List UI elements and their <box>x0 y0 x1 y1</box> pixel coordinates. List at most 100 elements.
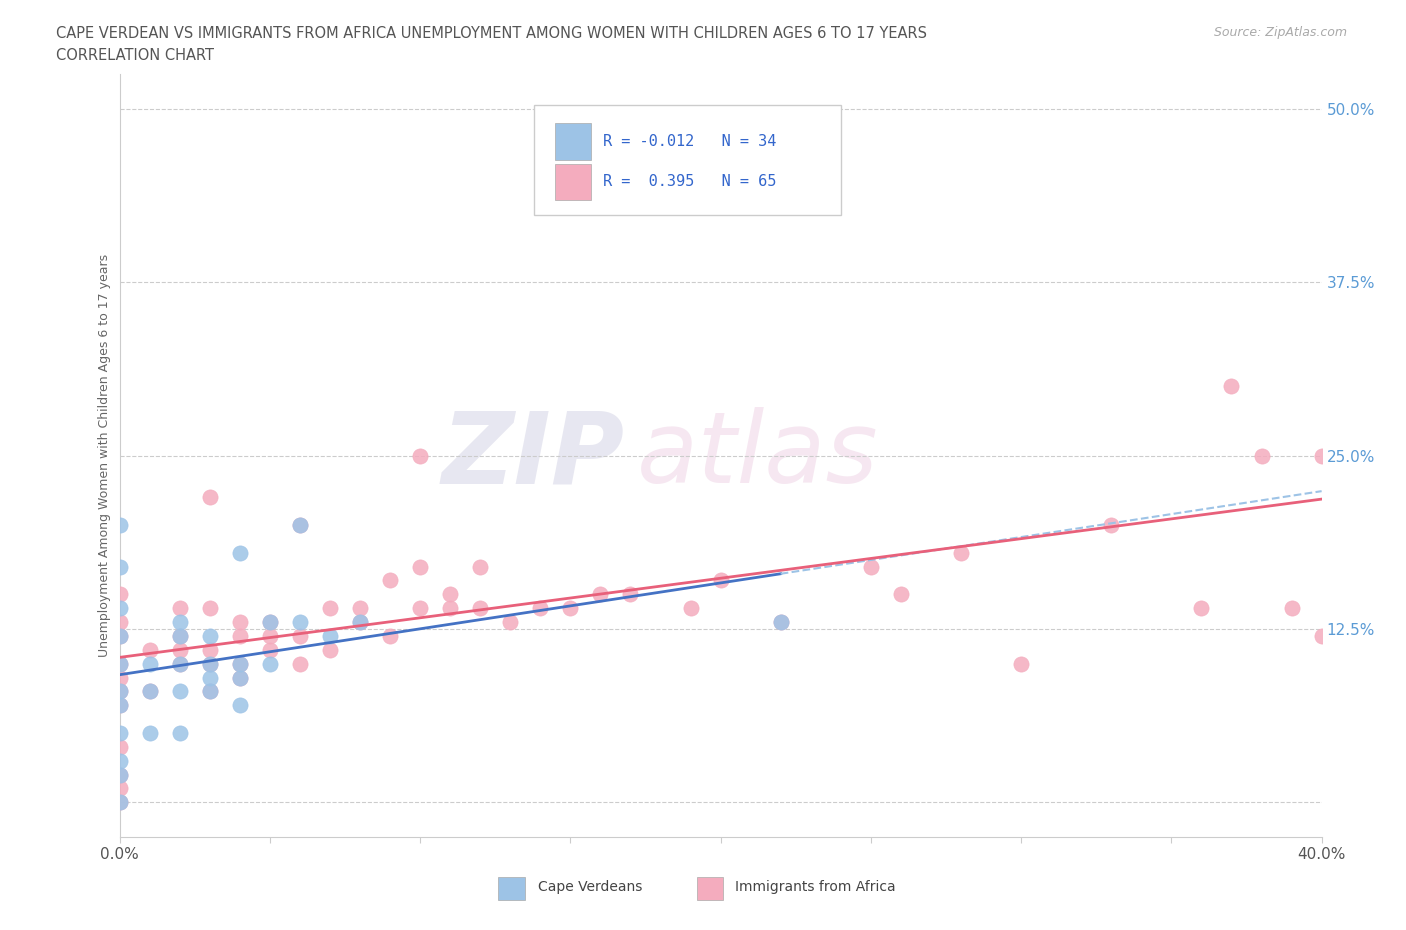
Point <box>198 684 221 698</box>
Point <box>319 601 342 616</box>
Point <box>468 601 492 616</box>
Point <box>108 698 131 712</box>
Point <box>169 643 191 658</box>
Point <box>349 615 371 630</box>
Point <box>1250 448 1272 463</box>
Point <box>468 559 492 574</box>
Point <box>499 615 522 630</box>
Point <box>108 725 131 740</box>
Point <box>108 739 131 754</box>
Point <box>409 559 432 574</box>
Text: R = -0.012   N = 34: R = -0.012 N = 34 <box>603 134 776 149</box>
Point <box>108 587 131 602</box>
Text: Cape Verdeans: Cape Verdeans <box>538 880 643 894</box>
Point <box>709 573 731 588</box>
Point <box>228 698 252 712</box>
Point <box>769 615 792 630</box>
Point <box>138 684 160 698</box>
Point <box>169 725 191 740</box>
Text: R =  0.395   N = 65: R = 0.395 N = 65 <box>603 174 776 189</box>
Point <box>169 657 191 671</box>
Point <box>349 601 371 616</box>
Y-axis label: Unemployment Among Women with Children Ages 6 to 17 years: Unemployment Among Women with Children A… <box>98 254 111 658</box>
Point <box>859 559 882 574</box>
Point <box>288 518 311 533</box>
Point <box>198 601 221 616</box>
FancyBboxPatch shape <box>555 164 591 200</box>
Point <box>409 448 432 463</box>
Point <box>259 615 281 630</box>
Text: atlas: atlas <box>637 407 879 504</box>
Point <box>169 629 191 644</box>
Point <box>589 587 612 602</box>
Point <box>108 684 131 698</box>
Point <box>619 587 641 602</box>
Point <box>439 601 461 616</box>
Point <box>439 587 461 602</box>
Point <box>228 657 252 671</box>
Point <box>378 573 401 588</box>
Point <box>198 490 221 505</box>
Point <box>108 781 131 796</box>
Point <box>890 587 912 602</box>
Point <box>1010 657 1032 671</box>
Point <box>108 657 131 671</box>
Point <box>138 657 160 671</box>
Point <box>198 657 221 671</box>
Point <box>1310 629 1333 644</box>
Point <box>319 643 342 658</box>
Point <box>560 601 582 616</box>
Point <box>288 629 311 644</box>
Point <box>169 657 191 671</box>
Point <box>228 629 252 644</box>
Point <box>108 698 131 712</box>
Point <box>138 643 160 658</box>
Point <box>108 629 131 644</box>
Point <box>349 615 371 630</box>
Point <box>288 518 311 533</box>
Point <box>319 629 342 644</box>
Text: Immigrants from Africa: Immigrants from Africa <box>735 880 896 894</box>
Point <box>1099 518 1122 533</box>
Text: Source: ZipAtlas.com: Source: ZipAtlas.com <box>1213 26 1347 39</box>
Point <box>529 601 551 616</box>
FancyBboxPatch shape <box>555 123 591 160</box>
FancyBboxPatch shape <box>498 877 524 899</box>
Point <box>169 629 191 644</box>
Point <box>138 684 160 698</box>
Point <box>228 671 252 685</box>
Point <box>1220 379 1243 393</box>
Point <box>679 601 702 616</box>
Point <box>108 753 131 768</box>
Point <box>138 725 160 740</box>
FancyBboxPatch shape <box>696 877 723 899</box>
Text: CORRELATION CHART: CORRELATION CHART <box>56 48 214 63</box>
Point <box>198 643 221 658</box>
Point <box>259 657 281 671</box>
Point <box>108 629 131 644</box>
Point <box>108 601 131 616</box>
Point <box>1189 601 1212 616</box>
Point <box>198 671 221 685</box>
Point <box>169 684 191 698</box>
Point <box>198 629 221 644</box>
Point <box>108 795 131 810</box>
Point <box>740 199 762 214</box>
Point <box>198 684 221 698</box>
Point <box>378 629 401 644</box>
Point <box>198 657 221 671</box>
Point <box>108 615 131 630</box>
Point <box>108 767 131 782</box>
Point <box>108 657 131 671</box>
Point <box>409 601 432 616</box>
Point <box>108 767 131 782</box>
Point <box>769 615 792 630</box>
Point <box>108 559 131 574</box>
Point <box>108 518 131 533</box>
FancyBboxPatch shape <box>534 105 841 216</box>
Point <box>228 671 252 685</box>
Point <box>228 545 252 560</box>
Point <box>259 629 281 644</box>
Point <box>1310 448 1333 463</box>
Point <box>1281 601 1303 616</box>
